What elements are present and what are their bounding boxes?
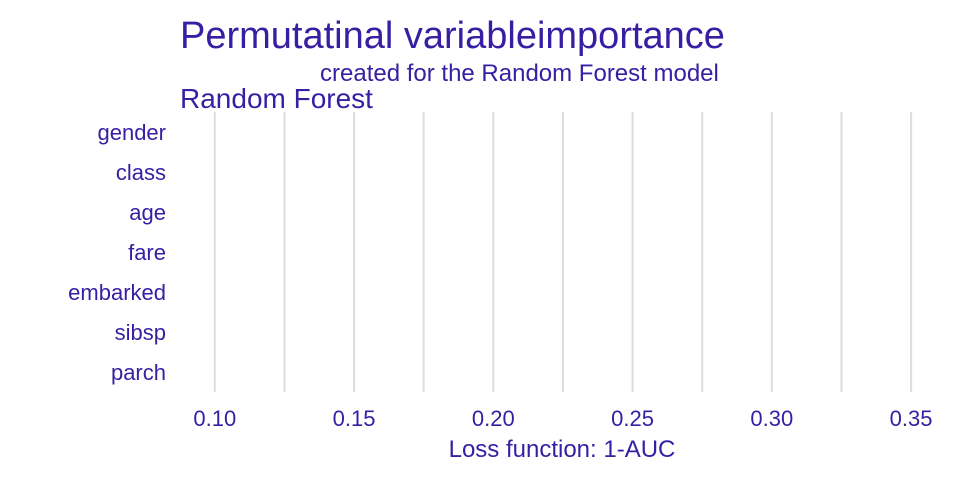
chart-subtitle: created for the Random Forest model — [320, 60, 719, 87]
y-tick-label: embarked — [68, 280, 166, 305]
x-tick-labels: 0.10 0.15 0.20 0.25 0.30 0.35 — [193, 406, 932, 431]
y-tick-label: sibsp — [115, 320, 166, 345]
x-tick-label: 0.35 — [890, 406, 933, 431]
x-tick-label: 0.15 — [333, 406, 376, 431]
y-tick-label: age — [129, 200, 166, 225]
x-tick-label: 0.20 — [472, 406, 515, 431]
y-tick-label: class — [116, 160, 166, 185]
y-tick-label: parch — [111, 360, 166, 385]
y-tick-label: gender — [97, 120, 166, 145]
x-tick-label: 0.25 — [611, 406, 654, 431]
chart-title: Permutatinal variableimportance — [180, 15, 725, 57]
y-tick-label: fare — [128, 240, 166, 265]
x-tick-label: 0.10 — [193, 406, 236, 431]
grid-lines — [213, 112, 913, 392]
x-tick-label: 0.30 — [750, 406, 793, 431]
x-axis-label: Loss function: 1-AUC — [448, 436, 676, 463]
panel-label: Random Forest — [180, 83, 373, 114]
y-tick-labels: gender class age fare embarked sibsp parch — [68, 120, 166, 385]
